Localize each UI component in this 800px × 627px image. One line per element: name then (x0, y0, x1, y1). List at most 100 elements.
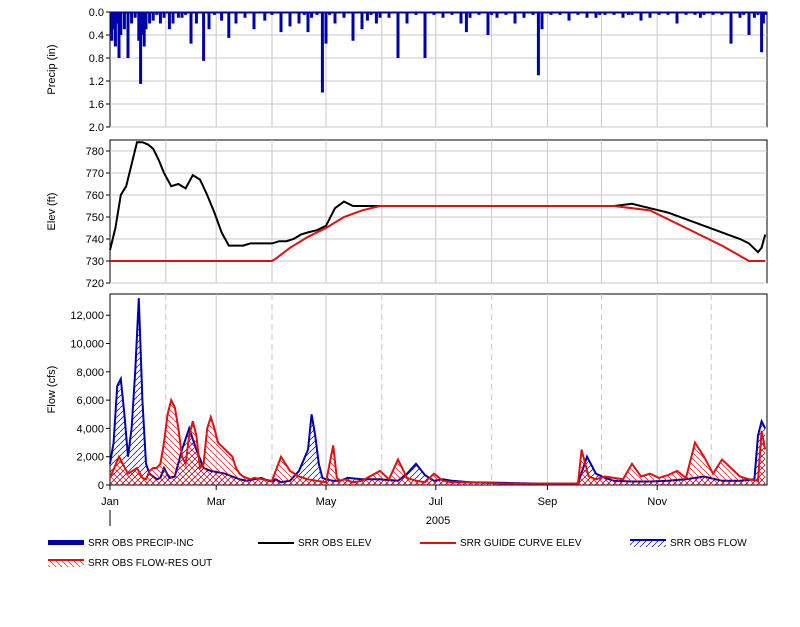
precip-bar (441, 12, 445, 18)
legend-swatch-hatch-blue (630, 539, 666, 548)
precip-bar (144, 12, 148, 30)
precip-bar (729, 12, 733, 44)
precip-bar (306, 12, 310, 33)
y-axis-label: Elev (ft) (46, 193, 58, 231)
y-tick-label: 4,000 (76, 423, 104, 435)
precip-bar (122, 12, 126, 30)
precip-bar (540, 12, 544, 30)
x-tick-label: Nov (647, 496, 667, 508)
precip-bar (140, 12, 144, 35)
precip-bar (148, 12, 152, 24)
precip-bar (137, 12, 141, 41)
chart-legend: SRR OBS PRECIP-INC SRR OBS ELEV SRR GUID… (0, 534, 800, 574)
precip-bar (639, 12, 643, 21)
y-tick-label: 1.2 (89, 76, 104, 88)
precip-bar (176, 12, 180, 18)
precip-bar (522, 12, 526, 18)
precip-bar (464, 12, 468, 33)
y-tick-label: 740 (86, 234, 104, 246)
legend-label: SRR OBS PRECIP-INC (88, 538, 194, 549)
precip-bar (133, 12, 137, 18)
x-tick-label: Sep (538, 496, 558, 508)
precip-bar (189, 12, 193, 44)
x-year-label: 2005 (426, 515, 450, 527)
precip-bar (112, 12, 116, 30)
precip-bar (738, 12, 742, 18)
x-tick-label: May (316, 496, 337, 508)
y-tick-label: 8,000 (76, 367, 104, 379)
precip-bar (378, 12, 382, 18)
y-tick-label: 780 (86, 146, 104, 158)
y-tick-label: 730 (86, 256, 104, 268)
precip-bar (142, 12, 146, 47)
precip-bar (747, 12, 751, 35)
y-tick-label: 2.0 (89, 122, 104, 134)
precip-bar (180, 12, 184, 18)
precip-bar (117, 12, 121, 58)
precip-bar (365, 12, 369, 21)
precip-panel: 0.0 0.4 0.8 1.2 1.6 2.0 Precip (in) (46, 7, 768, 134)
flow-panel: 0 2,000 4,000 6,000 8,000 10,000 12,000 Flow (c… (46, 293, 768, 492)
precip-bar (360, 12, 364, 30)
precip-bar (115, 12, 119, 24)
precip-bar (567, 12, 571, 21)
precip-bar (585, 12, 589, 18)
precip-bar (252, 12, 256, 30)
precip-bar (761, 12, 765, 24)
legend-label: SRR OBS ELEV (298, 538, 372, 549)
precip-bar (263, 12, 267, 21)
precip-bar (698, 12, 702, 18)
y-tick-label: 2,000 (76, 452, 104, 464)
precip-bar (459, 12, 463, 24)
precip-bar (760, 12, 764, 53)
y-tick-label: 1.6 (89, 99, 104, 111)
y-axis-label: Precip (in) (46, 44, 58, 94)
precip-bar (468, 12, 472, 18)
y-tick-label: 720 (86, 278, 104, 290)
precip-bar (126, 12, 130, 58)
precip-bar (324, 12, 328, 44)
precip-bar (220, 12, 224, 21)
precip-bar (202, 12, 206, 61)
legend-label: SRR OBS FLOW-RES OUT (88, 558, 213, 569)
legend-item-obs-flow: SRR OBS FLOW (630, 538, 747, 549)
precip-bar (234, 12, 238, 24)
precip-bar (194, 12, 198, 24)
precip-bar (752, 12, 756, 18)
precip-bar (374, 12, 378, 24)
precip-bar (288, 12, 292, 27)
precip-bar (387, 12, 391, 18)
precip-bar (486, 12, 490, 35)
y-tick-label: 0.0 (89, 7, 104, 19)
y-tick-label: 12,000 (70, 310, 104, 322)
x-tick-label: Mar (207, 496, 226, 508)
guide-curve-line (110, 205, 766, 262)
precip-bar (536, 12, 540, 76)
y-tick-label: 770 (86, 168, 104, 180)
x-axis: Jan Mar May Jul Sep Nov 2005 (101, 485, 667, 527)
precip-bar (423, 12, 427, 58)
x-tick-label: Jan (101, 496, 119, 508)
precip-bar (207, 12, 211, 30)
y-tick-label: 750 (86, 212, 104, 224)
precip-bar (310, 12, 314, 18)
precip-bar (333, 12, 337, 24)
precip-bar (648, 12, 652, 18)
legend-item-obs-elev: SRR OBS ELEV (258, 538, 371, 549)
legend-swatch-line (258, 542, 294, 545)
precip-bar (621, 12, 625, 18)
legend-item-res-out: SRR OBS FLOW-RES OUT (48, 558, 212, 569)
precip-bar (139, 12, 143, 84)
y-tick-label: 0.4 (89, 30, 104, 42)
precip-bar (110, 12, 114, 41)
obs-elev-line (109, 141, 767, 254)
precip-bar (297, 12, 301, 24)
precip-bar (113, 12, 117, 47)
precip-bar (279, 12, 283, 33)
precip-bar (130, 12, 134, 24)
y-tick-label: 760 (86, 190, 104, 202)
precip-bar (513, 12, 517, 24)
y-tick-label: 0 (98, 480, 104, 492)
legend-swatch-hatch-red (48, 559, 84, 568)
